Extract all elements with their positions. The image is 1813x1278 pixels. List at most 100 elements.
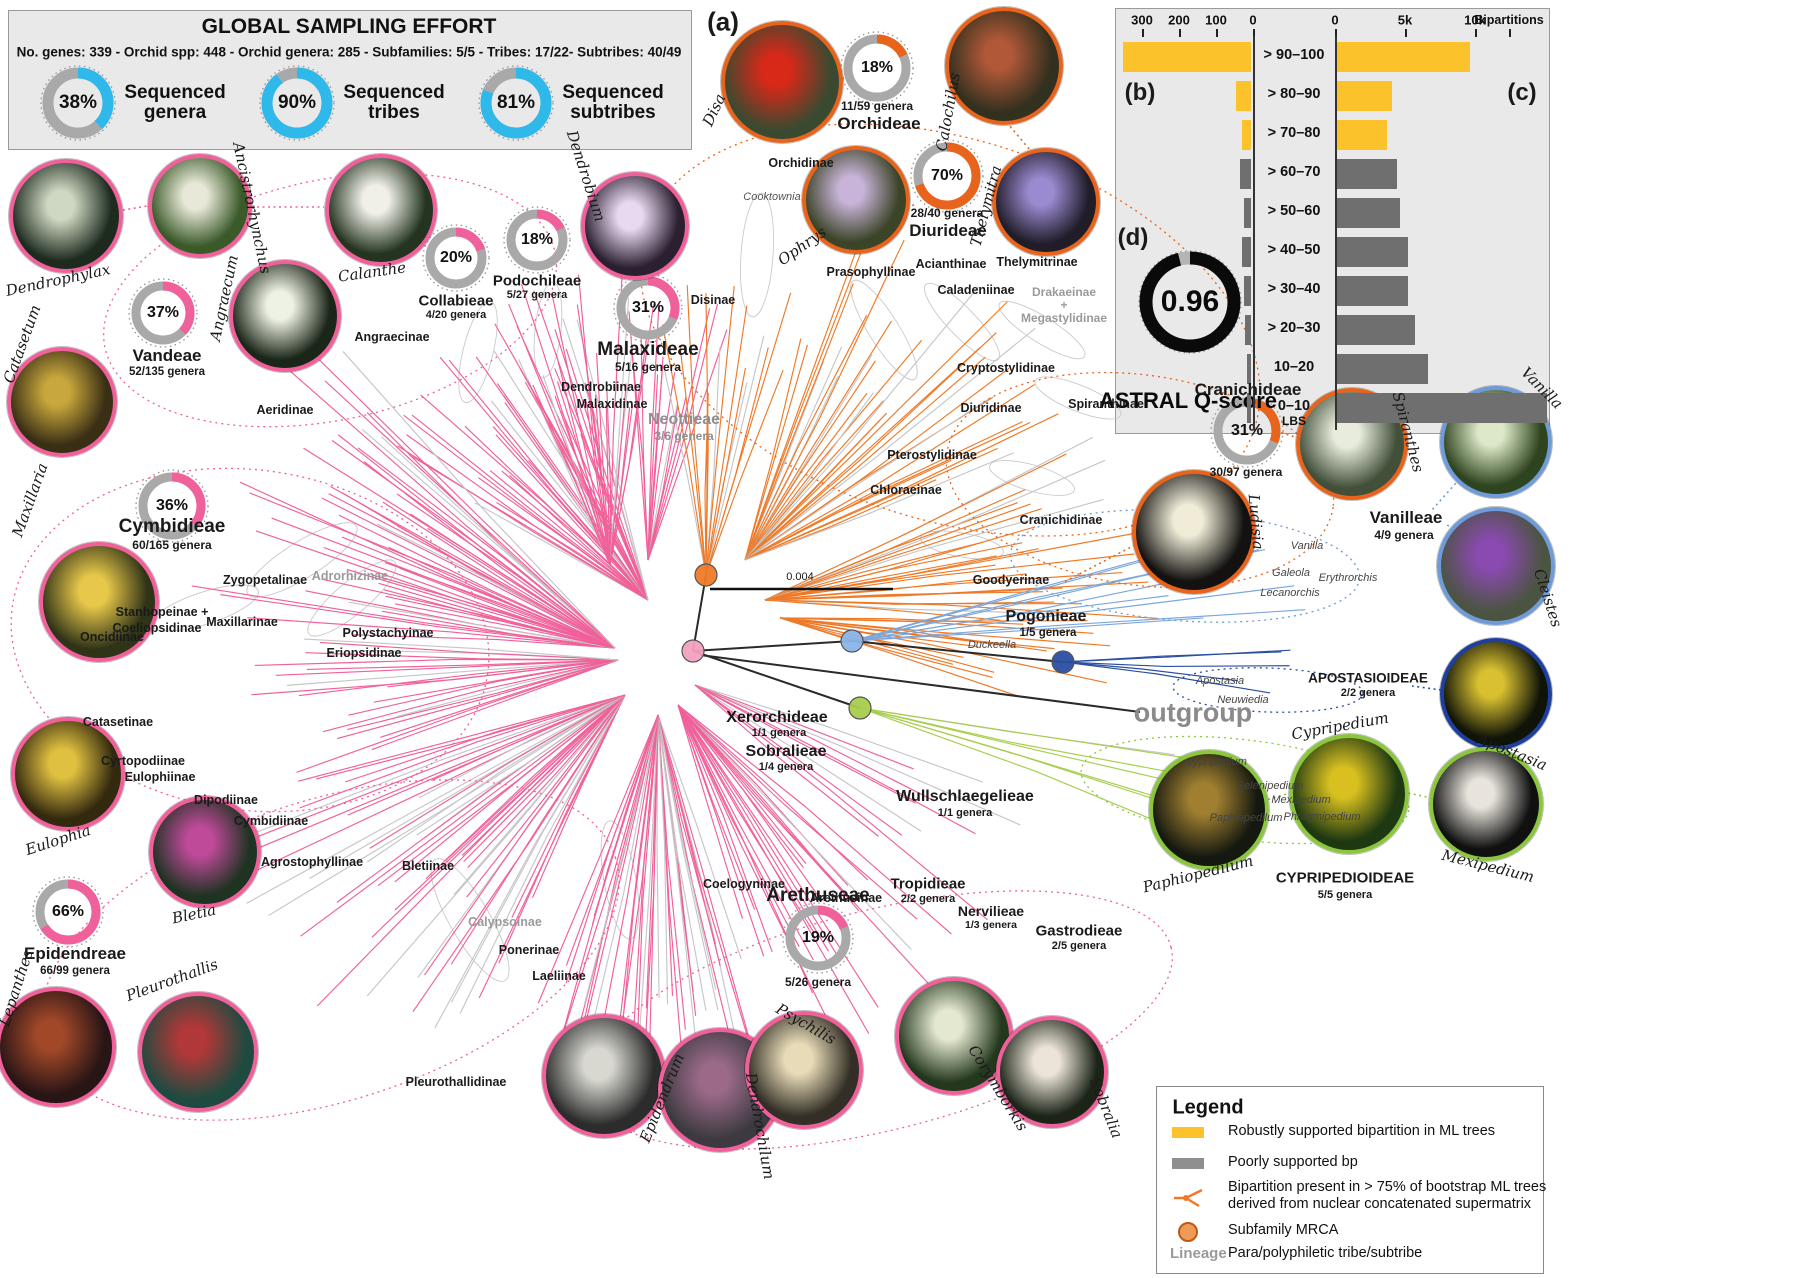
lbs-category-label: > 90–100: [1263, 47, 1325, 63]
tree-branch: [385, 595, 616, 649]
photo-thelymitra: [992, 148, 1100, 256]
tree-branch: [561, 411, 649, 601]
figure-label: Diurideae: [909, 221, 987, 240]
legend-item: Robustly supported bipartition in ML tre…: [1170, 1121, 1530, 1155]
figure-label: Zygopetalinae: [222, 573, 308, 587]
photo-label: Disa: [698, 91, 730, 129]
tree-branch: [593, 714, 659, 917]
figure-label: Cymbidieae: [118, 516, 226, 537]
tree-branch: [496, 383, 649, 601]
tree-branch: [656, 714, 660, 999]
figure-label: Mexipedium: [1271, 794, 1331, 806]
figure-label: 30/97 genera: [1209, 465, 1283, 479]
photo-bletia: [149, 796, 261, 908]
tree-branch: [322, 659, 619, 733]
tree-branch: [609, 345, 634, 566]
tree-branch: [744, 354, 873, 561]
photo-cleistes: [1437, 507, 1555, 625]
figure-label: Eulophiinae: [124, 770, 196, 784]
tree-branch: [416, 694, 626, 836]
photo-eulophia: [11, 717, 125, 831]
figure-label: Eriopsidinae: [326, 646, 402, 660]
tree-branch: [464, 425, 649, 601]
tree-branch: [396, 493, 616, 649]
axis-line: [1253, 36, 1255, 430]
tree-branch: [554, 395, 611, 566]
tree-branch: [779, 617, 1022, 698]
tree-branch: [744, 459, 952, 561]
figure-label: 5/26 genera: [784, 975, 852, 989]
tree-branch: [744, 320, 893, 561]
tree-branch: [694, 684, 976, 835]
backbone-branch: [692, 574, 707, 652]
figure-label: Orchidinae: [768, 156, 834, 170]
sampling-donut-label: Sequenced tribes: [343, 82, 445, 123]
tree-branch: [591, 714, 659, 925]
tree-branch: [418, 694, 626, 799]
figure-label: 2/5 genera: [1051, 940, 1107, 952]
tree-branch: [501, 470, 649, 601]
tree-branch: [420, 394, 649, 601]
figure-label: Dendrobiinae: [561, 380, 641, 394]
figure-label: +: [1060, 298, 1068, 312]
figure-label: Drakaeinae: [1031, 285, 1097, 299]
figure-label: Angraecinae: [354, 330, 430, 344]
tree-branch: [744, 243, 865, 561]
tree-branch: [705, 369, 784, 576]
figure-label: Erythrorchis: [1318, 572, 1378, 584]
lineage-gray-label: Lineage: [1170, 1245, 1227, 1262]
tree-branch: [764, 581, 1149, 601]
photo-disa: [721, 21, 843, 143]
figure-label: Pogonieae: [1005, 608, 1087, 625]
robust-swatch-icon: [1172, 1127, 1204, 1138]
lbs-category-label: > 70–80: [1267, 125, 1321, 141]
tree-branch: [463, 694, 626, 863]
legend-item-text: Poorly supported bp: [1228, 1154, 1358, 1170]
tree-branch: [677, 704, 829, 952]
tree-branch: [657, 714, 717, 990]
bootstrap-branch-icon: [1174, 1188, 1203, 1208]
bipartitions-axis-label: Bipartitions: [1474, 13, 1544, 27]
tree-branch: [411, 414, 649, 601]
figure-label: 1/4 genera: [758, 761, 814, 773]
axis-tick-label: 0: [1249, 12, 1257, 28]
tree-branch: [412, 694, 626, 1013]
tree-branch: [631, 714, 659, 1056]
bipartitions-bar: [1337, 315, 1416, 345]
figure-label: 5/27 genera: [506, 289, 568, 301]
tree-branch: [316, 694, 626, 1007]
tree-branch: [361, 428, 616, 649]
axis-tick: [1475, 29, 1477, 37]
figure-label: Nervilieae: [957, 903, 1025, 919]
tree-branch: [268, 694, 626, 916]
legend-title: Legend: [1172, 1096, 1244, 1119]
backbone-branch: [851, 640, 1064, 663]
figure-label: Epidendreae: [23, 944, 127, 963]
figure-label: Pleurothallidinae: [405, 1075, 507, 1089]
subfamily-mrca-node: [848, 696, 872, 720]
unsampled-lineage-loop: [850, 279, 918, 381]
tree-branch: [657, 714, 697, 1016]
tree-branch: [509, 474, 649, 601]
tree-branch: [744, 400, 884, 561]
tree-branch: [286, 659, 619, 686]
tree-branch: [453, 694, 626, 896]
tree-branch: [503, 395, 649, 601]
tree-branch: [559, 445, 649, 601]
tree-branch: [694, 684, 984, 783]
figure-label: Pterostylidinae: [887, 448, 977, 462]
bipartitions-bar: [1337, 42, 1470, 72]
figure-label: Oncidiinae: [80, 630, 144, 644]
tree-branch: [744, 392, 874, 561]
unsampled-lineage-loop: [998, 300, 1086, 360]
tree-branch: [606, 389, 612, 566]
figure-label: 4/20 genera: [425, 309, 487, 321]
subfamily-mrca-node: [681, 639, 705, 663]
tree-branch: [427, 527, 616, 649]
ml-trees-bar: [1236, 81, 1251, 111]
tree-branch: [249, 492, 616, 649]
tree-branch: [565, 714, 659, 966]
tree-branch: [657, 714, 707, 1011]
tree-branch: [1062, 649, 1291, 663]
tree-branch: [380, 659, 619, 738]
